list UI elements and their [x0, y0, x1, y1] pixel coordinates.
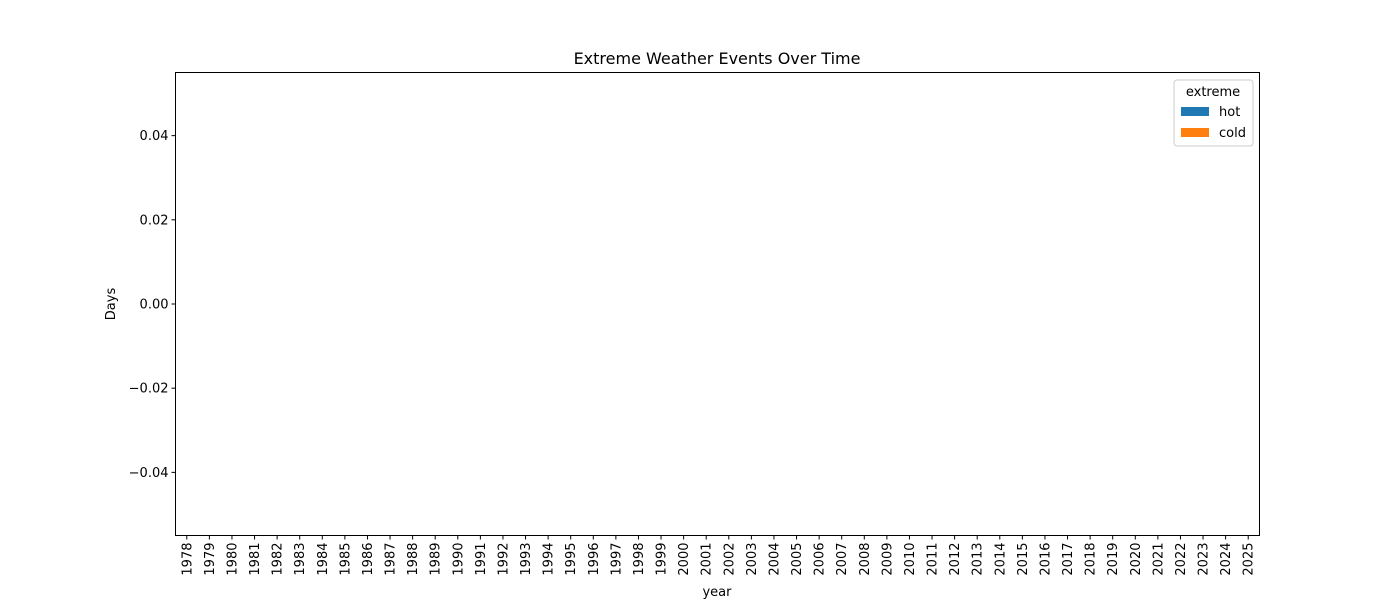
x-tick-label: 2009: [880, 543, 895, 576]
x-tick-label: 2012: [948, 543, 963, 576]
x-tick-label: 1978: [180, 543, 195, 576]
x-tick-label: 1979: [203, 543, 218, 576]
x-tick-label: 1985: [338, 543, 353, 576]
x-tick-label: 2003: [745, 543, 760, 576]
legend-label-hot: hot: [1219, 105, 1240, 120]
legend: extreme hot cold: [1173, 79, 1254, 147]
x-tick-label: 2008: [858, 543, 873, 576]
x-axis: 1978 1979 1980 1981 1982 1983 1984 1985 1986 1987…: [180, 535, 1257, 576]
x-tick-label: 1980: [225, 543, 240, 576]
x-tick-label: 1983: [293, 543, 308, 576]
x-tick-label: 1990: [451, 543, 466, 576]
legend-label-cold: cold: [1219, 126, 1246, 141]
y-tick-label: −0.04: [129, 466, 169, 481]
x-tick-label: 2011: [926, 543, 941, 576]
chart-title: Extreme Weather Events Over Time: [574, 49, 861, 68]
x-tick-label: 2020: [1129, 543, 1144, 576]
y-tick-label: 0.02: [140, 213, 169, 228]
x-tick-label: 1996: [587, 543, 602, 576]
x-tick-label: 2023: [1197, 543, 1212, 576]
x-tick-label: 1981: [248, 543, 263, 576]
x-tick-label: 1998: [632, 543, 647, 576]
plot-frame: [175, 72, 1260, 536]
y-tick-label: −0.02: [129, 382, 169, 397]
x-tick-label: 1997: [609, 543, 624, 576]
x-tick-label: 1993: [519, 543, 534, 576]
x-tick-label: 1989: [429, 543, 444, 576]
legend-title: extreme: [1186, 85, 1240, 100]
y-axis-label: Days: [104, 288, 119, 321]
x-tick-label: 2024: [1219, 543, 1234, 576]
x-tick-label: 2013: [971, 543, 986, 576]
x-tick-label: 2000: [677, 543, 692, 576]
x-tick-label: 2005: [790, 543, 805, 576]
x-tick-label: 2017: [1061, 543, 1076, 576]
x-tick-label: 2021: [1151, 543, 1166, 576]
plot-area: [175, 72, 1260, 536]
x-tick-label: 2004: [767, 543, 782, 576]
x-tick-label: 2015: [1016, 543, 1031, 576]
x-tick-label: 2018: [1084, 543, 1099, 576]
x-tick-label: 1999: [655, 543, 670, 576]
x-tick-label: 2025: [1242, 543, 1257, 576]
x-tick-label: 2014: [993, 543, 1008, 576]
x-tick-label: 2010: [903, 543, 918, 576]
y-axis: 0.04 0.02 0.00 −0.02 −0.04: [129, 129, 176, 481]
x-tick-label: 1986: [361, 543, 376, 576]
x-tick-label: 1987: [384, 543, 399, 576]
x-tick-label: 2007: [835, 543, 850, 576]
x-tick-label: 1982: [271, 543, 286, 576]
x-tick-label: 2006: [813, 543, 828, 576]
y-tick-label: 0.00: [140, 298, 169, 313]
x-axis-label: year: [702, 585, 732, 600]
x-tick-label: 1984: [316, 543, 331, 576]
x-tick-label: 1995: [564, 543, 579, 576]
x-tick-label: 1994: [542, 543, 557, 576]
x-tick-label: 2002: [722, 543, 737, 576]
x-tick-label: 1991: [474, 543, 489, 576]
legend-swatch-cold: [1181, 128, 1209, 137]
x-tick-label: 1992: [496, 543, 511, 576]
x-tick-label: 2016: [1038, 543, 1053, 576]
x-tick-label: 2019: [1106, 543, 1121, 576]
legend-swatch-hot: [1181, 107, 1209, 116]
x-tick-label: 1988: [406, 543, 421, 576]
y-tick-label: 0.04: [140, 129, 169, 144]
x-tick-label: 2001: [700, 543, 715, 576]
x-tick-label: 2022: [1174, 543, 1189, 576]
